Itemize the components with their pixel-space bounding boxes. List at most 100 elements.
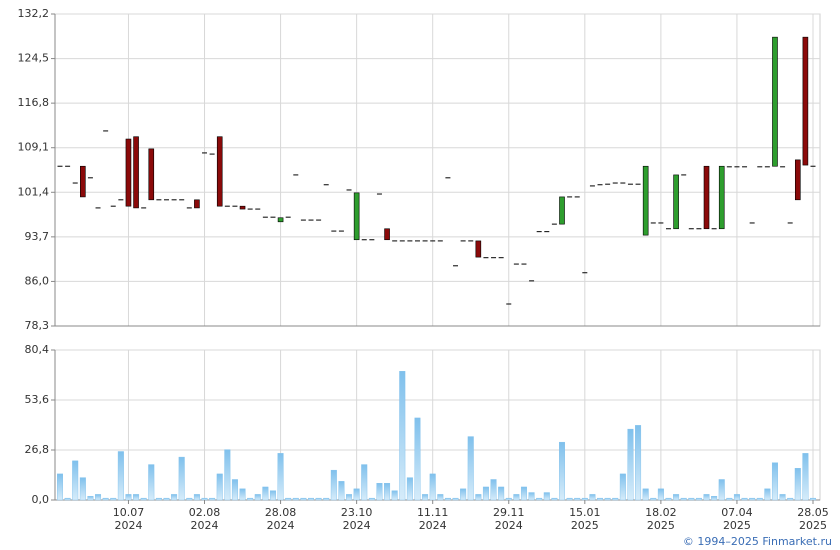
- volume-bar: [193, 494, 200, 501]
- candle-body: [239, 205, 246, 210]
- candle-body: [802, 36, 809, 166]
- volume-bar: [597, 497, 604, 501]
- volume-bar: [95, 494, 102, 501]
- volume-bar: [171, 494, 178, 501]
- volume-bar: [300, 497, 307, 501]
- candle-body: [80, 165, 86, 198]
- volume-bar: [673, 494, 680, 501]
- volume-bar: [338, 481, 345, 501]
- volume-bar: [703, 494, 710, 501]
- volume-bar: [749, 497, 756, 501]
- volume-bar: [642, 488, 649, 501]
- volume-bar: [186, 497, 193, 501]
- volume-bar: [680, 497, 687, 501]
- volume-bar: [125, 494, 132, 501]
- volume-bar: [589, 494, 596, 501]
- volume-bar: [490, 479, 497, 501]
- x-tick-label: 10.07 2024: [112, 506, 145, 532]
- volume-bar: [718, 479, 725, 501]
- y-tick-label: 101,4: [18, 185, 50, 198]
- x-tick-label: 15.01 2025: [569, 506, 601, 532]
- volume-bar: [117, 451, 124, 501]
- volume-bar: [361, 464, 368, 501]
- candle-body: [718, 165, 725, 230]
- x-tick-label: 02.08 2024: [188, 506, 221, 532]
- candle-body: [559, 196, 565, 225]
- volume-bar: [308, 497, 315, 501]
- volume-bar: [444, 497, 451, 501]
- candle-body: [673, 174, 679, 230]
- volume-bar: [505, 497, 512, 501]
- y-tick-label: 80,4: [25, 343, 50, 356]
- x-tick-label: 28.08 2024: [264, 506, 297, 532]
- volume-bar: [102, 497, 109, 501]
- volume-bar: [771, 462, 778, 501]
- volume-bar: [787, 497, 794, 501]
- volume-bar: [452, 497, 459, 501]
- volume-bar: [429, 473, 436, 501]
- volume-bar: [353, 488, 360, 501]
- y-tick-label: 0,0: [32, 493, 50, 506]
- volume-bar: [163, 497, 170, 501]
- x-tick-label: 11.11 2024: [416, 506, 449, 532]
- volume-bar: [498, 486, 505, 501]
- volume-bar: [460, 488, 467, 501]
- volume-bar: [406, 477, 413, 501]
- volume-bar: [688, 497, 695, 501]
- volume-bar: [612, 497, 619, 501]
- volume-bar: [224, 449, 231, 501]
- volume-bar: [399, 371, 406, 501]
- volume-bar: [733, 494, 740, 501]
- x-tick-label: 29.11 2024: [493, 506, 525, 532]
- y-tick-label: 116,8: [18, 96, 50, 109]
- volume-bar: [756, 497, 763, 501]
- candle-body: [772, 36, 778, 167]
- volume-bar: [543, 492, 550, 501]
- volume-bar: [604, 497, 611, 501]
- volume-bar: [528, 492, 535, 501]
- volume-bar: [178, 456, 185, 501]
- y-tick-label: 109,1: [18, 141, 50, 154]
- footer-link[interactable]: © 1994–2025 Finmarket.ru: [682, 535, 832, 548]
- volume-bar: [627, 428, 634, 501]
- volume-bar: [292, 497, 299, 501]
- candle-body: [475, 240, 482, 258]
- volume-bar: [802, 453, 809, 501]
- volume-bar: [140, 497, 147, 501]
- volume-bar: [239, 488, 246, 501]
- candle-body: [794, 159, 801, 201]
- volume-bar: [779, 494, 786, 501]
- volume-bar: [110, 497, 117, 501]
- volume-bar: [148, 464, 155, 501]
- volume-bar: [574, 497, 581, 501]
- volume-bar: [467, 436, 474, 501]
- volume-bar: [330, 469, 337, 501]
- y-tick-label: 132,2: [18, 7, 50, 20]
- volume-bar: [64, 497, 71, 501]
- volume-bar: [277, 453, 284, 501]
- volume-bar: [262, 486, 269, 501]
- volume-bar: [764, 488, 771, 501]
- volume-bar: [72, 460, 79, 501]
- volume-bar: [87, 496, 94, 501]
- volume-bar: [635, 425, 642, 501]
- volume-bar: [810, 497, 817, 501]
- candle-body: [125, 138, 132, 207]
- volume-bar: [650, 497, 657, 501]
- volume-bar: [422, 494, 429, 501]
- volume-bar: [247, 497, 254, 501]
- volume-bar: [581, 497, 588, 501]
- y-tick-label: 93,7: [25, 230, 50, 243]
- x-tick-label: 23.10 2024: [340, 506, 373, 532]
- volume-bar: [536, 497, 543, 501]
- volume-bar: [346, 494, 353, 501]
- volume-bar: [209, 497, 216, 501]
- volume-bar: [368, 497, 375, 501]
- volume-bar: [741, 497, 748, 501]
- volume-bar: [726, 497, 733, 501]
- volume-bar: [513, 494, 520, 501]
- volume-bar: [254, 494, 261, 501]
- volume-bar: [57, 473, 64, 501]
- candle-body: [148, 148, 155, 201]
